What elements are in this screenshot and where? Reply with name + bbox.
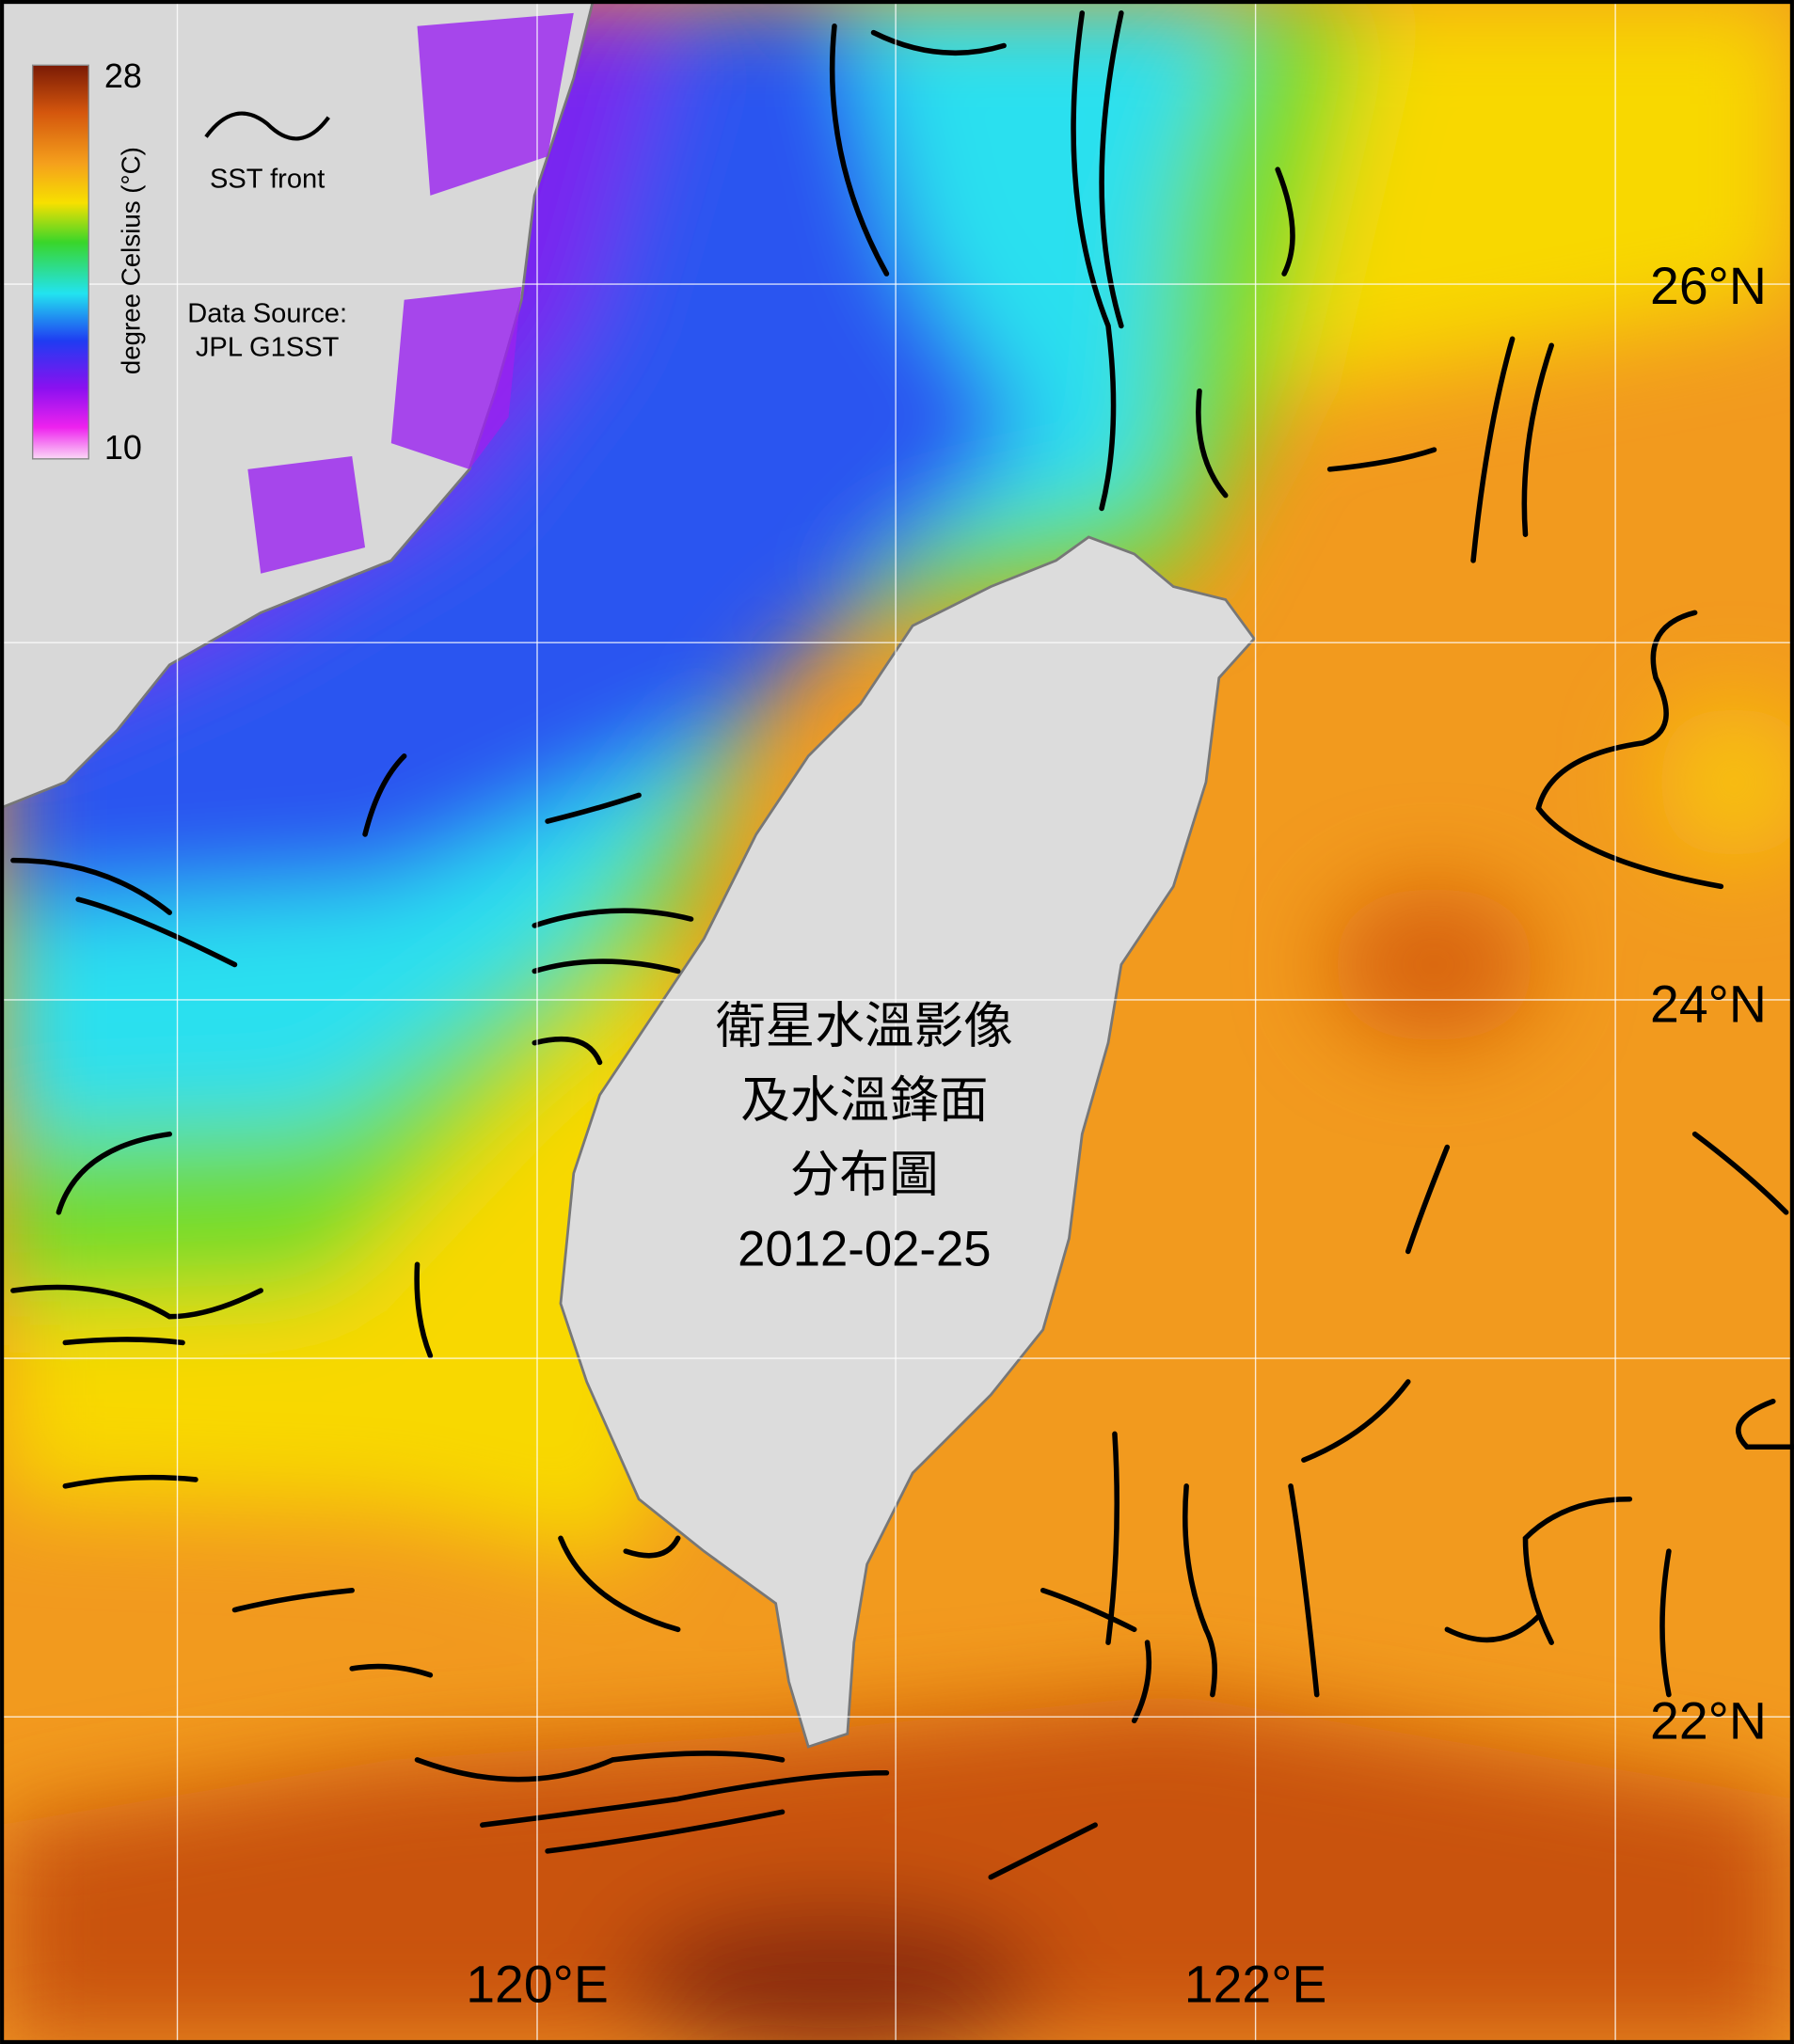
longitude-label: 122°E (1184, 1956, 1327, 2014)
longitude-label: 120°E (466, 1956, 609, 2014)
title: 分布圖 (790, 1148, 939, 1203)
colorbar-label: degree Celsius (°C) (116, 147, 145, 374)
latitude-label: 24°N (1650, 975, 1767, 1034)
legend-symbol (204, 111, 330, 141)
legend-label: SST front (210, 165, 325, 195)
data-source: Data Source: (187, 298, 347, 328)
latitude-label: 26°N (1650, 257, 1767, 315)
colorbar-max: 28 (104, 56, 142, 95)
date: 2012-02-25 (738, 1222, 991, 1277)
sst-fronts (10, 10, 1794, 1880)
colorbar (31, 64, 89, 460)
title: 衛星水溫影像 (716, 999, 1013, 1054)
latitude-label: 22°N (1650, 1692, 1767, 1751)
colorbar-min: 10 (104, 428, 142, 467)
title: 及水溫鋒面 (740, 1073, 988, 1129)
data-source: JPL G1SST (196, 332, 340, 362)
